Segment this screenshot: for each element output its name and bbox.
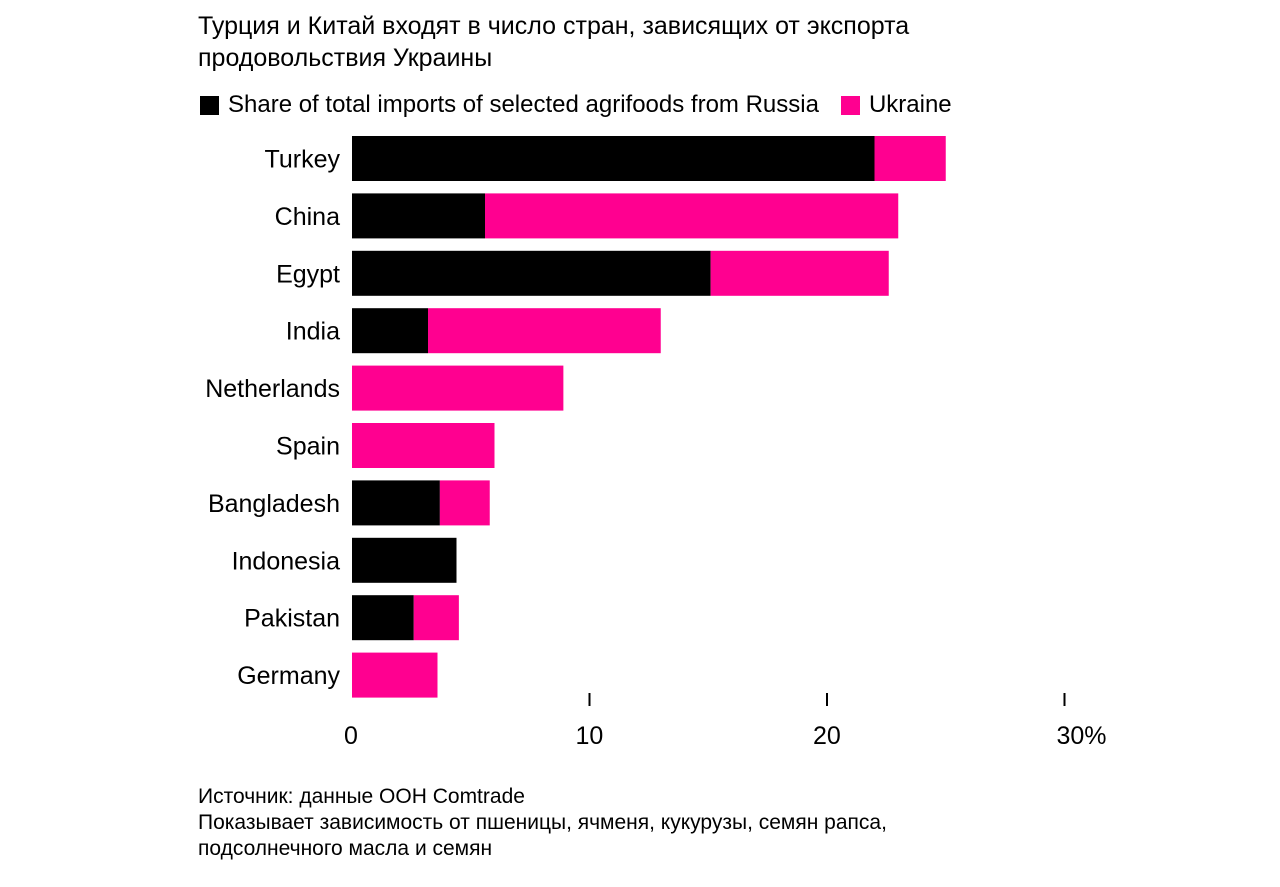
category-label-germany: Germany xyxy=(237,662,340,690)
x-tick-label-30: 30% xyxy=(1057,722,1107,750)
footnote-note-line-1: Показывает зависимость от пшеницы, ячмен… xyxy=(198,811,887,834)
bar-china-ukraine xyxy=(485,193,899,239)
chart-legend: Share of total imports of selected agrif… xyxy=(200,90,974,120)
legend-label-russia: Share of total imports of selected agrif… xyxy=(228,91,819,118)
chart-footnote: Источник: данные ООН Comtrade Показывает… xyxy=(198,784,1098,862)
bar-bangladesh-russia xyxy=(352,480,440,526)
footnote-source: Источник: данные ООН Comtrade xyxy=(198,785,525,808)
bar-india-ukraine xyxy=(428,308,661,354)
category-label-netherlands: Netherlands xyxy=(205,375,340,403)
category-label-turkey: Turkey xyxy=(265,146,341,174)
chart-title-line-1: Турция и Китай входят в число стран, зав… xyxy=(198,12,910,40)
category-label-egypt: Egypt xyxy=(276,260,340,288)
legend-swatch-ukraine xyxy=(840,95,860,115)
bar-india-russia xyxy=(352,308,428,354)
legend-item-ukraine: Ukraine xyxy=(840,91,952,119)
category-label-indonesia: Indonesia xyxy=(232,547,341,575)
bar-pakistan-ukraine xyxy=(413,595,459,641)
bar-germany-ukraine xyxy=(352,652,438,698)
category-label-india: India xyxy=(286,318,340,346)
legend-item-russia: Share of total imports of selected agrif… xyxy=(200,91,819,119)
legend-label-ukraine: Ukraine xyxy=(868,91,952,118)
chart-title: Турция и Китай входят в число стран, зав… xyxy=(198,10,1098,74)
category-label-china: China xyxy=(275,203,340,231)
bar-china-russia xyxy=(352,193,485,239)
x-tick-label-0: 0 xyxy=(344,722,358,750)
bar-pakistan-russia xyxy=(352,595,414,641)
bar-turkey-russia xyxy=(352,136,875,181)
bar-egypt-russia xyxy=(352,250,711,296)
category-label-spain: Spain xyxy=(276,433,340,461)
bar-turkey-ukraine xyxy=(874,136,946,181)
category-label-bangladesh: Bangladesh xyxy=(208,490,340,518)
bar-indonesia-russia xyxy=(352,537,457,583)
x-tick-label-20: 20 xyxy=(813,722,841,750)
bar-spain-ukraine xyxy=(352,423,495,468)
bar-bangladesh-ukraine xyxy=(439,480,490,526)
bar-egypt-ukraine xyxy=(710,250,889,296)
category-label-pakistan: Pakistan xyxy=(244,605,340,633)
bar-netherlands-ukraine xyxy=(352,365,564,411)
x-tick-label-10: 10 xyxy=(576,722,604,750)
legend-swatch-russia xyxy=(200,95,219,115)
chart-title-line-2: продовольствия Украины xyxy=(198,44,493,72)
footnote-note-line-2: подсолнечного масла и семян xyxy=(198,837,493,860)
